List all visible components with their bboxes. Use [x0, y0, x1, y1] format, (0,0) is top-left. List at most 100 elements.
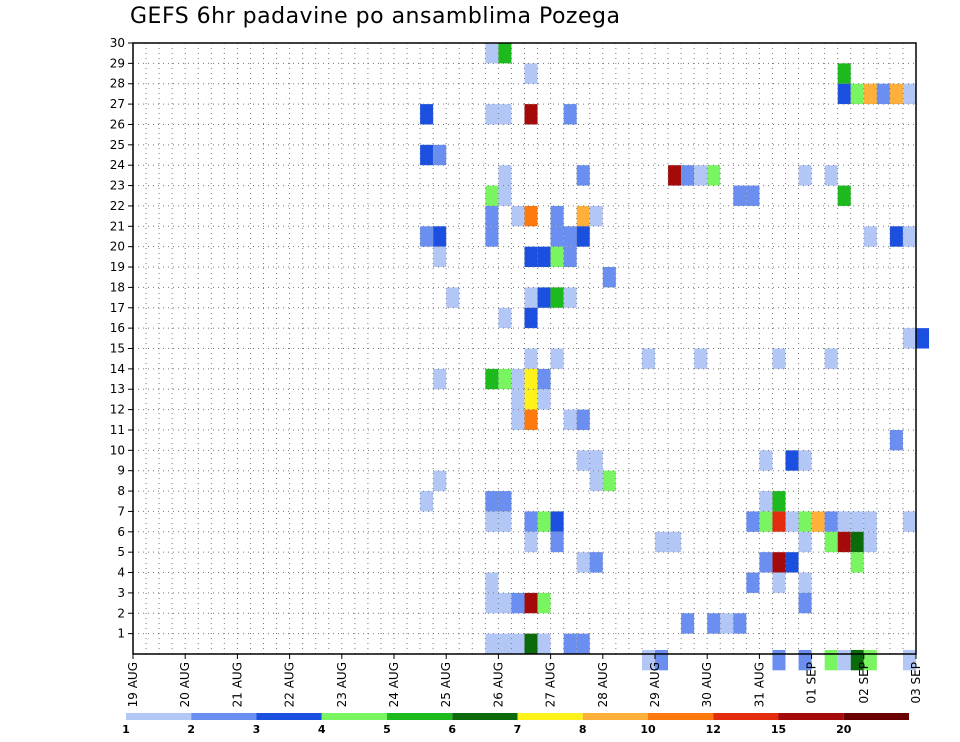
heatmap-cell [772, 552, 786, 573]
heatmap-cell [772, 491, 786, 512]
heatmap-cell [759, 491, 773, 512]
heatmap-cell [498, 185, 512, 206]
heatmap-cell [550, 511, 564, 532]
heatmap-cell [798, 649, 812, 671]
heatmap-cell [668, 531, 682, 553]
heatmap-cell [589, 470, 603, 492]
heatmap-cell [485, 592, 499, 614]
heatmap-cell [524, 246, 538, 268]
heatmap-cell [498, 592, 512, 614]
heatmap-cell [824, 649, 838, 671]
heatmap-cell [420, 226, 434, 247]
heatmap-cell [576, 409, 590, 430]
legend-swatch [256, 713, 322, 720]
y-tick-label: 8 [117, 484, 125, 498]
heatmap-cell [694, 348, 708, 369]
heatmap-cell [420, 144, 434, 166]
heatmap-cell [524, 205, 538, 227]
heatmap-cell [420, 104, 434, 125]
heatmap-cell [759, 511, 773, 532]
legend-swatch [452, 713, 518, 720]
chart-title: GEFS 6hr padavine po ansamblima Pozega [130, 4, 621, 29]
heatmap-cell [707, 613, 721, 634]
heatmap-cell [811, 511, 825, 532]
heatmap-cell [889, 83, 903, 105]
color-legend: 1 2 3 4 5 6 7 8 10 12 15 20 [122, 713, 909, 736]
y-tick-label: 12 [110, 403, 125, 417]
heatmap-cell [655, 531, 669, 553]
y-tick-label: 21 [110, 219, 125, 233]
y-tick-label: 2 [117, 606, 125, 620]
heatmap-cell [485, 226, 499, 247]
y-tick-label: 11 [110, 423, 125, 437]
heatmap-cell [498, 165, 512, 186]
x-tick-label: 03 SEP [909, 662, 923, 704]
heatmap-cell [485, 491, 499, 512]
heatmap-cell [837, 531, 851, 553]
y-tick-label: 6 [117, 525, 125, 539]
y-tick-label: 9 [117, 464, 125, 478]
legend-label: 7 [514, 723, 522, 736]
heatmap-cell [498, 43, 512, 64]
y-tick-label: 15 [110, 342, 125, 356]
heatmap-cell [681, 165, 695, 186]
heatmap-cell [902, 649, 916, 671]
heatmap-cell [524, 368, 538, 390]
legend-label: 1 [122, 723, 130, 736]
y-tick-label: 4 [117, 566, 125, 580]
heatmap-cell [772, 572, 786, 593]
heatmap-cell [511, 368, 525, 390]
heatmap-cell [889, 429, 903, 451]
heatmap-cell [563, 246, 577, 268]
heatmap-cell [772, 348, 786, 369]
x-tick-label: 24 AUG [387, 662, 401, 707]
heatmap-cell [498, 511, 512, 532]
heatmap-cell [485, 511, 499, 532]
y-tick-label: 27 [110, 97, 125, 111]
heatmap-cell [576, 205, 590, 227]
heatmap-cell [824, 348, 838, 369]
heatmap-cell [524, 389, 538, 410]
heatmap-cell [720, 613, 734, 634]
heatmap-cell [498, 491, 512, 512]
heatmap-cell [798, 572, 812, 593]
x-tick-label: 22 AUG [283, 662, 297, 707]
legend-label: 6 [448, 723, 456, 736]
heatmap-cell [785, 450, 799, 471]
y-tick-label: 7 [117, 504, 125, 518]
heatmap-cell [641, 348, 655, 369]
y-tick-label: 5 [117, 545, 125, 559]
heatmap-cell [537, 287, 551, 308]
heatmap-cell [681, 613, 695, 634]
y-tick-label: 20 [110, 240, 125, 254]
heatmap-cell [576, 552, 590, 573]
y-axis: 1234567891011121314151617181920212223242… [110, 36, 133, 641]
heatmap-cell [837, 83, 851, 105]
heatmap-cell [759, 552, 773, 573]
x-tick-label: 20 AUG [178, 662, 192, 707]
heatmap-cell [733, 613, 747, 634]
heatmap-cell [524, 307, 538, 329]
heatmap-cell [772, 649, 786, 671]
y-tick-label: 13 [110, 382, 125, 396]
x-axis: 19 AUG 20 AUG 21 AUG 22 AUG 23 AUG 24 AUG 25 A… [126, 654, 923, 707]
y-tick-label: 1 [117, 627, 125, 641]
heatmap-cell [511, 592, 525, 614]
heatmap-cell [798, 165, 812, 186]
heatmap-cell [563, 226, 577, 247]
heatmap-cell [824, 531, 838, 553]
heatmap-cell [798, 531, 812, 553]
heatmap-cell [433, 470, 447, 492]
heatmap-cell [524, 633, 538, 654]
legend-label: 20 [836, 723, 852, 736]
heatmap-cell [837, 511, 851, 532]
heatmap-cell [563, 409, 577, 430]
heatmap-cell [524, 104, 538, 125]
x-tick-label: 31 AUG [752, 662, 766, 707]
heatmap-cell [863, 649, 877, 671]
heatmap-cell [876, 83, 890, 105]
heatmap-cell [824, 165, 838, 186]
heatmap-cell [524, 63, 538, 84]
heatmap-cell [433, 246, 447, 268]
heatmap-cell [550, 287, 564, 308]
